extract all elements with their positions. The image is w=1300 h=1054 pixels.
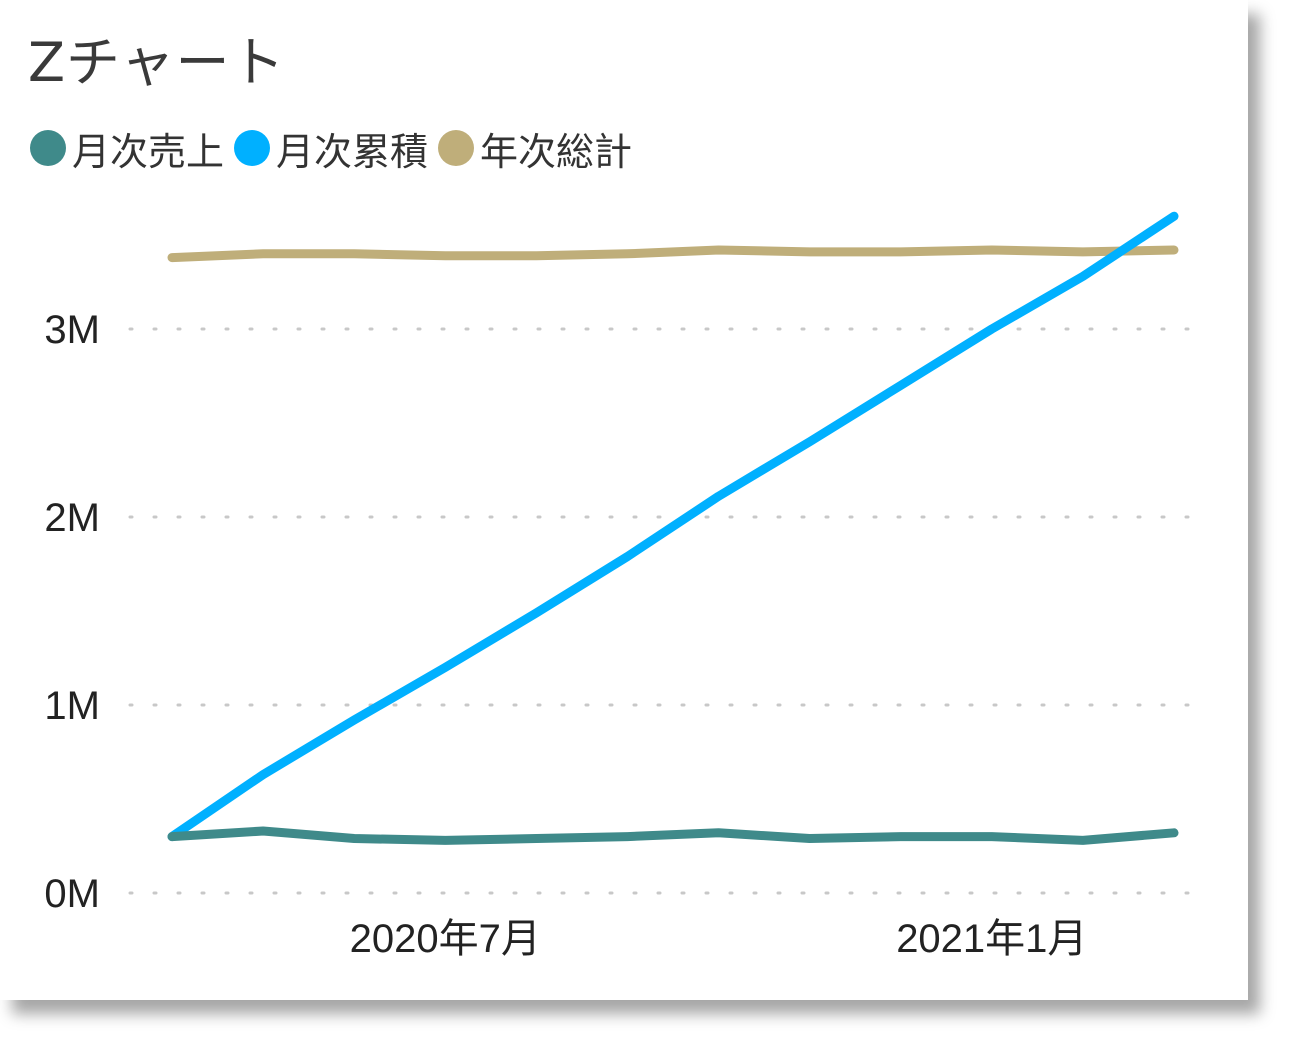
legend-marker-monthly-sales bbox=[30, 130, 66, 166]
legend-marker-monthly-cumulative bbox=[234, 130, 271, 166]
plot-area: 0M 1M 2M 3M 2020年7月 2021年1月 bbox=[44, 211, 1212, 961]
x-tick-label: 2020年7月 bbox=[350, 917, 541, 961]
legend-label-monthly-cumulative: 月次累積 bbox=[276, 129, 429, 174]
legend-label-annual-total: 年次総計 bbox=[480, 129, 633, 174]
y-tick-label: 0M bbox=[44, 872, 100, 916]
y-tick-label: 1M bbox=[44, 684, 100, 728]
legend-marker-annual-total bbox=[438, 130, 475, 166]
series-line-monthly-sales[interactable] bbox=[167, 826, 1179, 845]
legend-item-monthly-cumulative[interactable]: 月次累積 bbox=[234, 121, 428, 176]
x-tick-label: 2021年1月 bbox=[896, 917, 1087, 961]
series-line-annual-total[interactable] bbox=[167, 245, 1179, 263]
chart-title: Zチャート bbox=[28, 31, 286, 94]
legend-label-monthly-sales: 月次売上 bbox=[72, 129, 225, 174]
legend-item-monthly-sales[interactable]: 月次売上 bbox=[30, 121, 224, 176]
legend-item-annual-total[interactable]: 年次総計 bbox=[438, 121, 632, 176]
legend: 月次売上 月次累積 年次総計 bbox=[30, 118, 642, 178]
y-tick-label: 2M bbox=[44, 496, 100, 540]
y-tick-label: 3M bbox=[44, 308, 100, 352]
chart-card: Zチャート 月次売上 月次累積 年次総計 0M 1M 2M 3M 2020年7月 2021… bbox=[28, 31, 1212, 961]
series-line-monthly-cumulative[interactable] bbox=[167, 211, 1179, 842]
